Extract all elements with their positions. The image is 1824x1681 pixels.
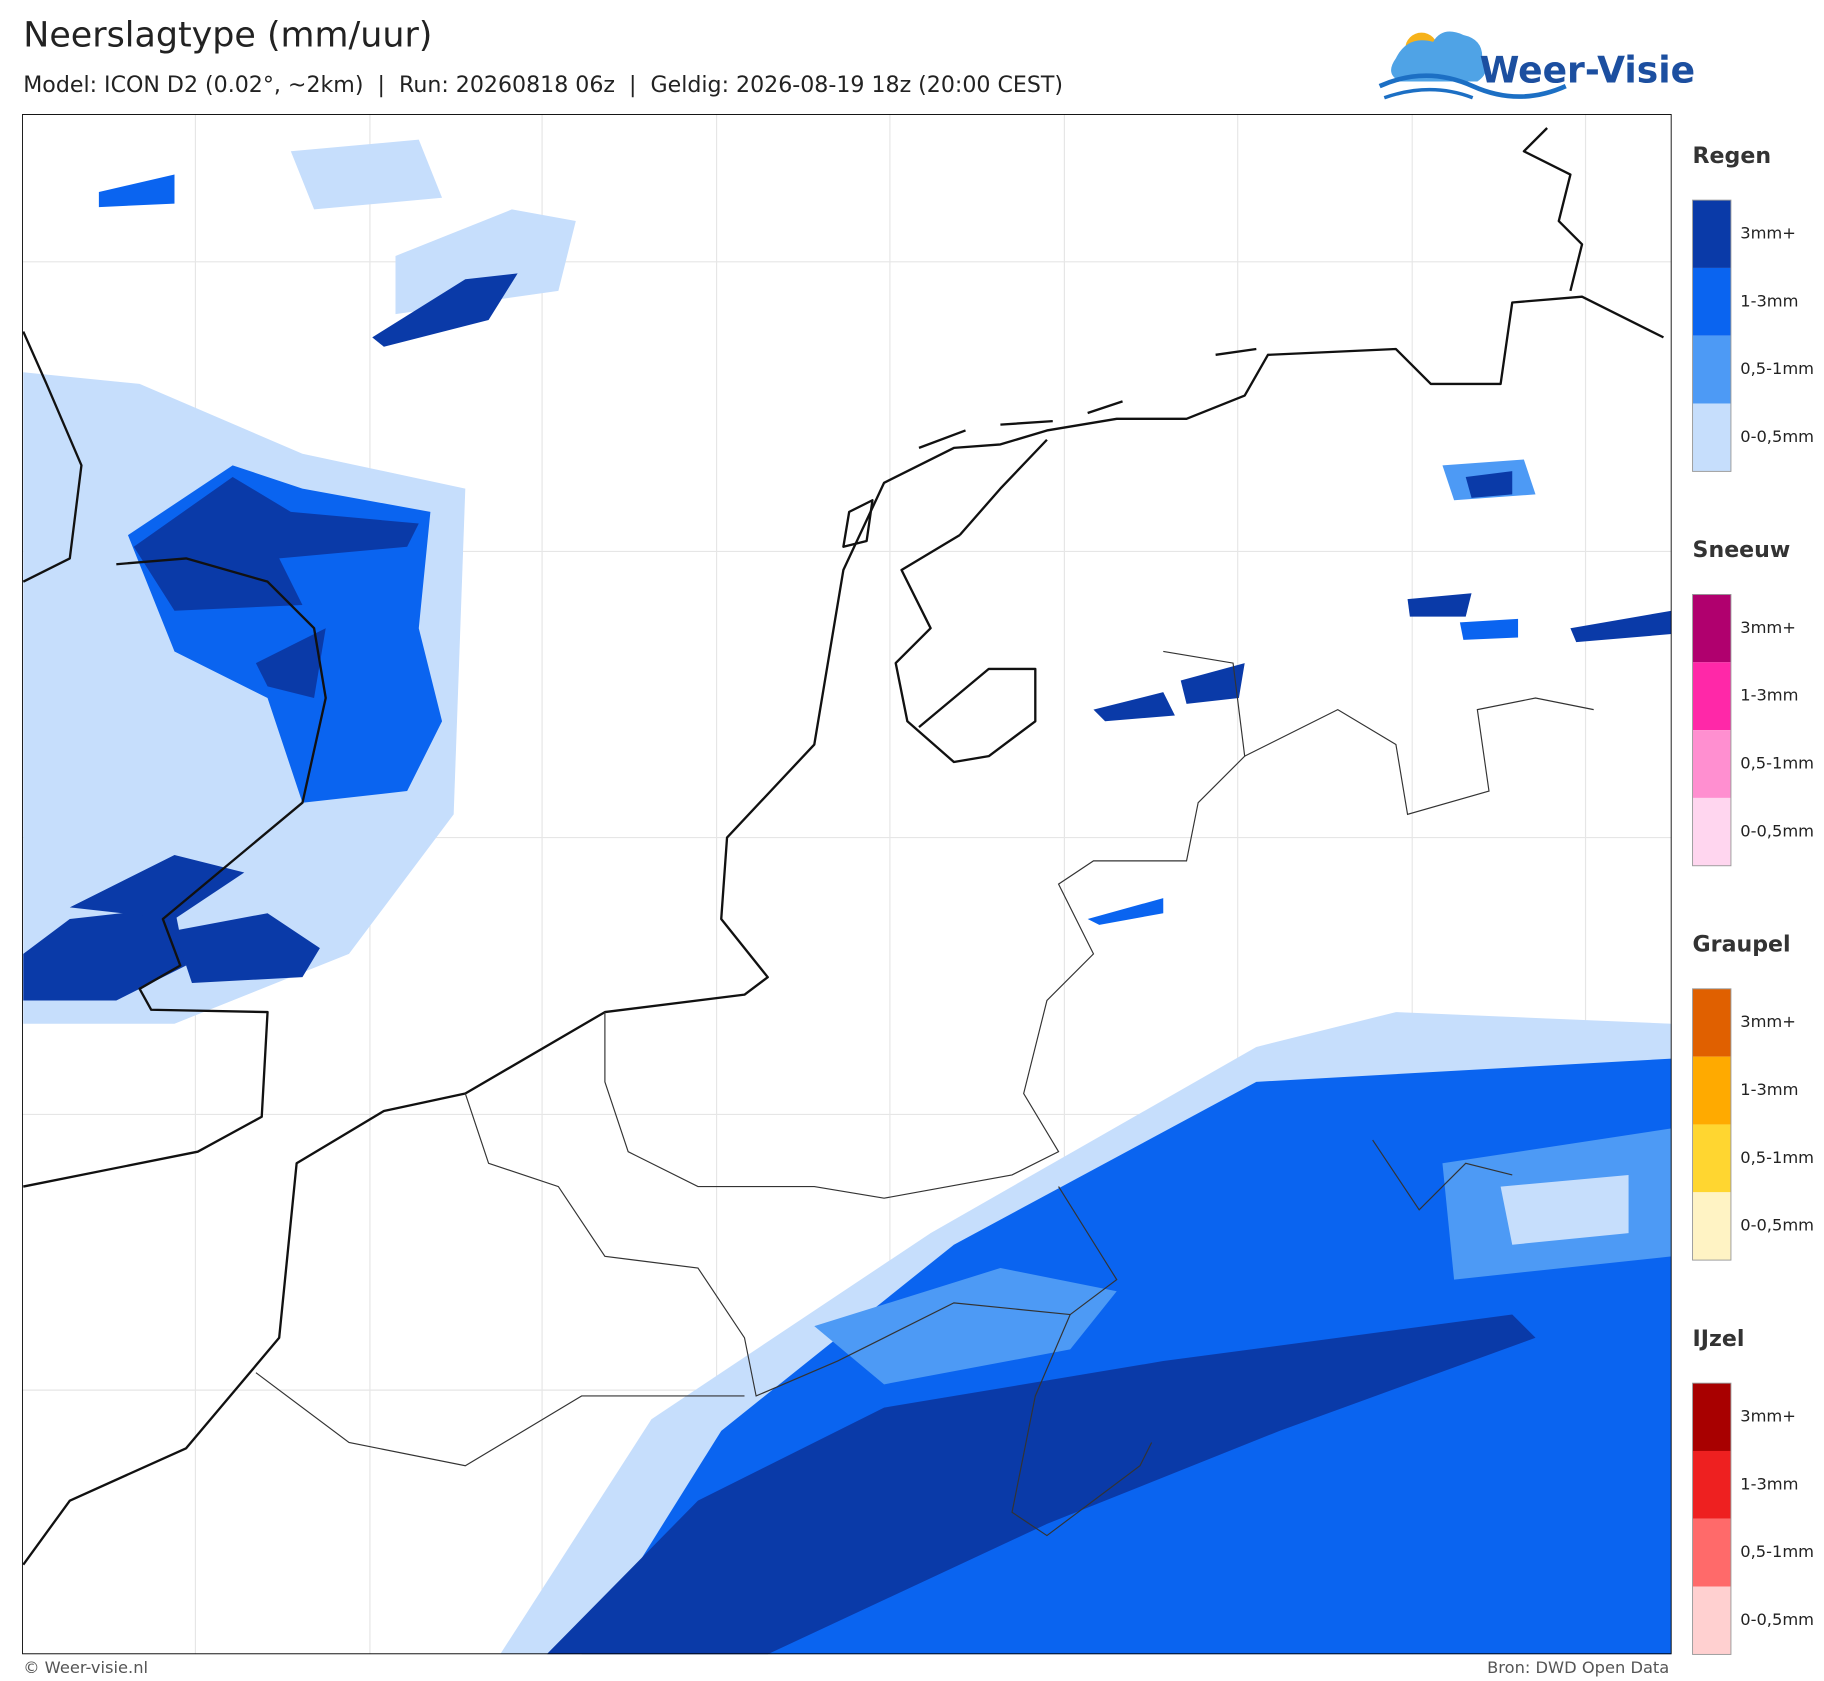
coastline bbox=[22, 127, 1664, 1566]
legend-frame bbox=[1692, 988, 1732, 1261]
legend-swatch bbox=[1692, 1450, 1731, 1519]
legend-label: 0,5-1mm bbox=[1740, 1148, 1814, 1167]
legend-frame bbox=[1692, 594, 1732, 867]
borders bbox=[255, 650, 1594, 1537]
legend-label: 0-0,5mm bbox=[1740, 1216, 1814, 1235]
legend-frame bbox=[1692, 1382, 1732, 1655]
legend-frame bbox=[1692, 199, 1732, 472]
legend-title: Sneeuw bbox=[1693, 537, 1791, 563]
legend-swatch bbox=[1692, 335, 1731, 404]
legend-label: 0,5-1mm bbox=[1740, 359, 1814, 378]
legend-swatch bbox=[1692, 988, 1731, 1057]
legend-label: 0,5-1mm bbox=[1740, 1542, 1814, 1561]
legend-title: Regen bbox=[1693, 143, 1772, 169]
legend-swatch bbox=[1692, 797, 1731, 866]
legend-swatch bbox=[1692, 267, 1731, 336]
legend-swatch bbox=[1692, 403, 1731, 472]
precipitation bbox=[23, 139, 1672, 1655]
legend-label: 1-3mm bbox=[1740, 1474, 1798, 1493]
legend-swatch bbox=[1692, 730, 1731, 798]
legend-label: 0-0,5mm bbox=[1740, 821, 1814, 840]
legend-swatch bbox=[1692, 200, 1731, 268]
legend-label: 3mm+ bbox=[1740, 224, 1796, 243]
legend-label: 3mm+ bbox=[1740, 618, 1796, 637]
legend-swatch bbox=[1692, 1056, 1731, 1125]
map bbox=[22, 114, 1672, 1655]
title: Neerslagtype (mm/uur) bbox=[23, 16, 432, 56]
legend-label: 1-3mm bbox=[1740, 686, 1798, 705]
legend-label: 1-3mm bbox=[1740, 1080, 1798, 1099]
logo: Weer-Visie bbox=[1378, 31, 1695, 100]
legend-title: IJzel bbox=[1693, 1326, 1745, 1352]
footer-right: Bron: DWD Open Data bbox=[1487, 1658, 1669, 1677]
legend-swatch bbox=[1692, 1192, 1731, 1261]
legend-swatch bbox=[1692, 662, 1731, 731]
legend-label: 3mm+ bbox=[1740, 1012, 1796, 1031]
legend-label: 3mm+ bbox=[1740, 1407, 1796, 1426]
legend-swatch bbox=[1692, 594, 1731, 663]
legend-label: 0-0,5mm bbox=[1740, 1610, 1814, 1629]
legend-swatch bbox=[1692, 1124, 1731, 1193]
legend-label: 0,5-1mm bbox=[1740, 753, 1814, 772]
legend: Regen 3mm+ 1-3mm 0,5-1mm 0-0,5mm Sneeuw 3mm+ 1-… bbox=[1692, 143, 1814, 1655]
subtitle: Model: ICON D2 (0.02°, ~2km) | Run: 2026… bbox=[23, 72, 1063, 98]
legend-swatch bbox=[1692, 1586, 1731, 1655]
logo-text: Weer-Visie bbox=[1480, 50, 1695, 92]
legend-label: 1-3mm bbox=[1740, 291, 1798, 310]
legend-swatch bbox=[1692, 1518, 1731, 1587]
legend-swatch bbox=[1692, 1383, 1731, 1451]
legend-title: Graupel bbox=[1693, 932, 1791, 958]
footer-left: © Weer-visie.nl bbox=[23, 1658, 148, 1677]
legend-label: 0-0,5mm bbox=[1740, 427, 1814, 446]
